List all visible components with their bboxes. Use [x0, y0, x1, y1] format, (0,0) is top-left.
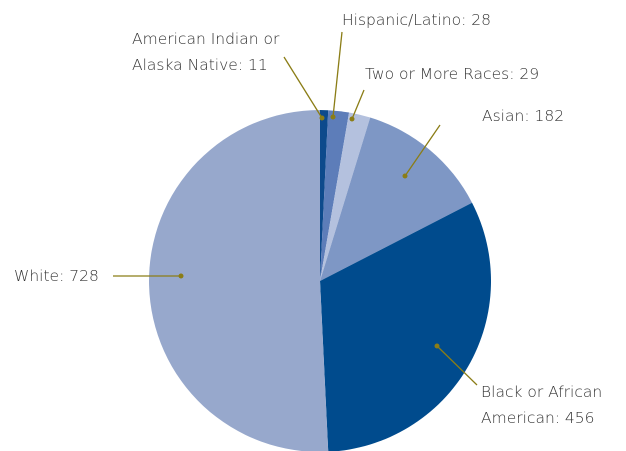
- slice-label: Black or African American: 456: [481, 379, 621, 431]
- leader-dot: [402, 173, 408, 179]
- slice-label: Hispanic/Latino: 28: [342, 7, 542, 33]
- label-value: 28: [471, 11, 491, 29]
- leader-dot: [349, 116, 355, 122]
- leader-dot: [330, 114, 336, 120]
- label-category: White: [14, 267, 60, 285]
- label-value: 11: [247, 56, 268, 74]
- label-separator: :: [59, 267, 70, 285]
- label-value: 29: [519, 65, 540, 83]
- label-category: Asian: [482, 107, 525, 125]
- label-category: Black or African American: [481, 383, 603, 427]
- label-value: 456: [564, 409, 595, 427]
- label-separator: :: [524, 107, 535, 125]
- leader-line: [351, 89, 365, 120]
- label-category: Hispanic/Latino: [342, 11, 462, 29]
- pie-slice: [148, 110, 329, 451]
- slice-label: Asian: 182: [482, 103, 602, 129]
- label-value: 728: [69, 267, 99, 285]
- pie-slice: [320, 110, 329, 281]
- leader-line: [436, 345, 478, 386]
- label-category: American Indian or Alaska Native: [132, 30, 280, 74]
- pie-slice: [320, 117, 473, 281]
- label-category: Two or More Races: [365, 65, 510, 83]
- slice-label: American Indian or Alaska Native: 11: [132, 26, 312, 78]
- leader-line: [283, 56, 323, 119]
- label-separator: :: [554, 409, 565, 427]
- pie-slice: [320, 202, 491, 451]
- leader-dot: [319, 115, 325, 121]
- label-value: 182: [534, 107, 565, 125]
- leader-line: [332, 31, 343, 118]
- pie-slice: [320, 110, 350, 281]
- leader-dot: [178, 273, 184, 279]
- slice-label: White: 728: [14, 263, 134, 289]
- label-separator: :: [461, 11, 472, 29]
- label-separator: :: [237, 56, 248, 74]
- label-separator: :: [509, 65, 520, 83]
- leader-line: [404, 124, 441, 177]
- leader-dot: [434, 343, 440, 349]
- pie-slice: [320, 112, 371, 282]
- slice-label: Two or More Races: 29: [365, 61, 585, 87]
